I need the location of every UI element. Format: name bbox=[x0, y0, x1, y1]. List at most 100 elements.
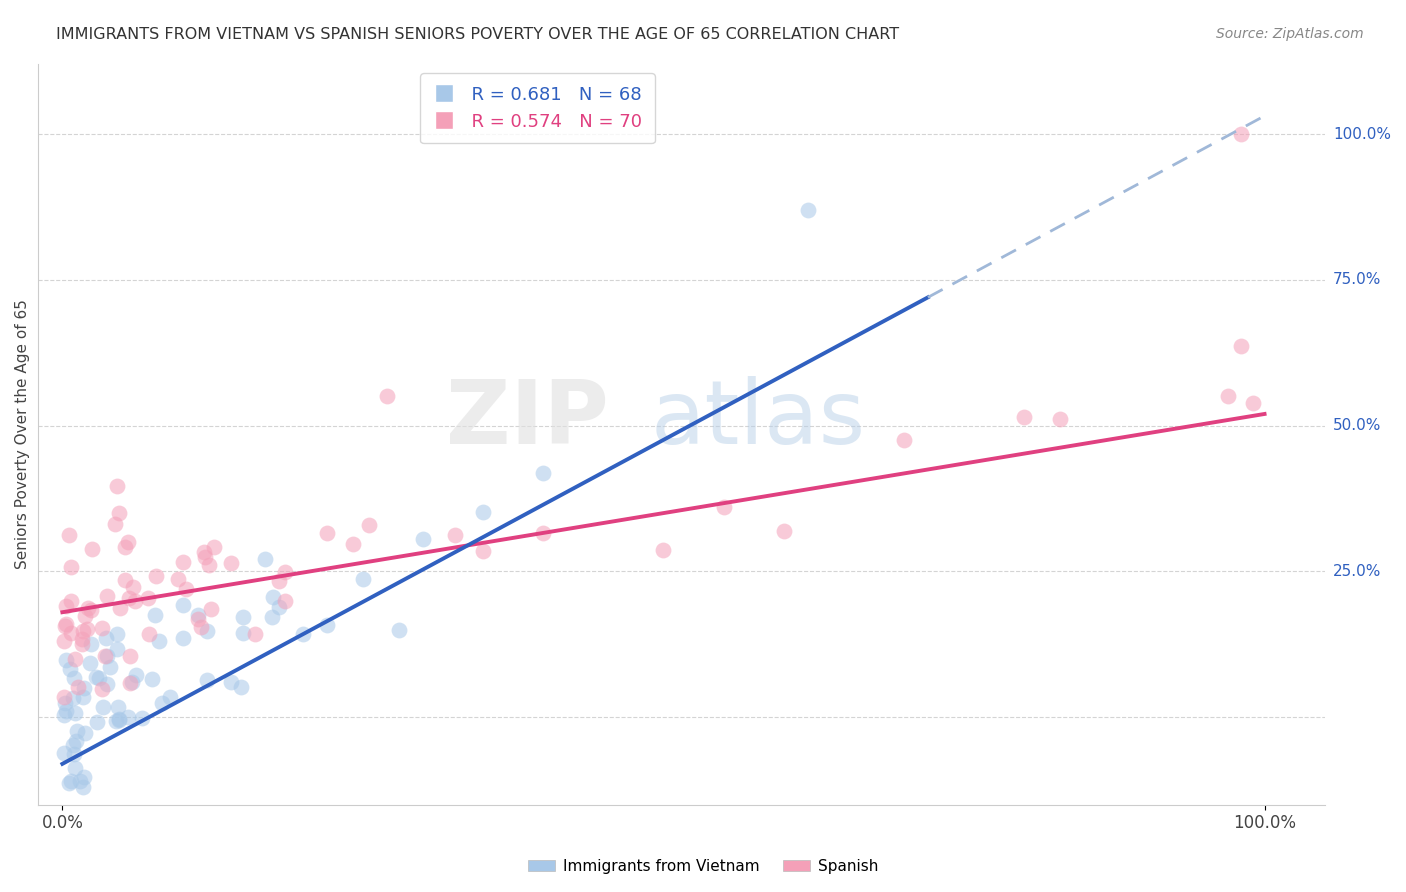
Point bbox=[66, 723, 89, 738]
Point bbox=[145, 569, 167, 583]
Point bbox=[267, 599, 290, 614]
Point bbox=[1049, 412, 1071, 426]
Point bbox=[388, 623, 411, 637]
Point bbox=[172, 632, 194, 646]
Point bbox=[63, 761, 86, 775]
Point bbox=[1012, 409, 1035, 424]
Point bbox=[94, 632, 117, 646]
Point bbox=[105, 478, 128, 492]
Point bbox=[219, 675, 242, 690]
Point bbox=[187, 608, 209, 623]
Point bbox=[342, 536, 364, 550]
Text: Source: ZipAtlas.com: Source: ZipAtlas.com bbox=[1216, 27, 1364, 41]
Point bbox=[65, 652, 87, 666]
Point bbox=[52, 690, 75, 704]
Point bbox=[531, 466, 554, 480]
Point bbox=[77, 601, 100, 615]
Point bbox=[444, 528, 467, 542]
Point bbox=[59, 662, 82, 676]
Point bbox=[262, 610, 284, 624]
Point bbox=[262, 590, 284, 604]
Point bbox=[73, 725, 96, 739]
Point bbox=[121, 580, 143, 594]
Point bbox=[472, 506, 495, 520]
Text: atlas: atlas bbox=[651, 376, 866, 463]
Point bbox=[63, 706, 86, 720]
Point bbox=[107, 713, 129, 727]
Point bbox=[200, 602, 222, 616]
Point bbox=[796, 202, 818, 217]
Point bbox=[315, 617, 337, 632]
Point bbox=[107, 699, 129, 714]
Point bbox=[219, 556, 242, 570]
Point bbox=[150, 696, 173, 710]
Point bbox=[82, 541, 104, 556]
Point bbox=[96, 589, 118, 603]
Point bbox=[63, 747, 86, 762]
Point bbox=[108, 601, 131, 615]
Point bbox=[86, 670, 108, 684]
Point bbox=[104, 516, 127, 531]
Point bbox=[190, 619, 212, 633]
Point bbox=[93, 699, 115, 714]
Point bbox=[412, 532, 434, 546]
Point bbox=[52, 708, 75, 723]
Point bbox=[1218, 388, 1240, 402]
Point bbox=[138, 627, 160, 641]
Point bbox=[96, 649, 118, 664]
Point bbox=[55, 704, 77, 718]
Point bbox=[772, 524, 794, 538]
Point bbox=[315, 525, 337, 540]
Point bbox=[114, 540, 136, 554]
Point bbox=[274, 566, 297, 580]
Point bbox=[174, 582, 197, 596]
Text: 75.0%: 75.0% bbox=[1333, 272, 1381, 287]
Point bbox=[73, 609, 96, 624]
Point bbox=[202, 540, 225, 554]
Point bbox=[76, 622, 98, 636]
Point bbox=[229, 680, 252, 694]
Point bbox=[375, 389, 398, 403]
Point bbox=[148, 634, 170, 648]
Point bbox=[66, 681, 89, 695]
Point bbox=[72, 780, 94, 794]
Point bbox=[87, 671, 110, 685]
Point bbox=[96, 677, 118, 691]
Point bbox=[79, 637, 101, 651]
Point bbox=[69, 773, 91, 788]
Point bbox=[1229, 127, 1251, 141]
Point bbox=[131, 711, 153, 725]
Point bbox=[125, 668, 148, 682]
Point bbox=[98, 659, 121, 673]
Point bbox=[253, 552, 276, 566]
Point bbox=[195, 673, 218, 687]
Point bbox=[91, 621, 114, 635]
Point bbox=[65, 734, 87, 748]
Point bbox=[53, 696, 76, 710]
Point bbox=[352, 572, 374, 586]
Point bbox=[267, 574, 290, 589]
Point bbox=[60, 773, 83, 788]
Point bbox=[53, 746, 76, 760]
Point bbox=[359, 518, 381, 533]
Point bbox=[58, 528, 80, 542]
Point bbox=[172, 599, 194, 613]
Point bbox=[172, 555, 194, 569]
Point bbox=[59, 626, 82, 640]
Point bbox=[72, 632, 94, 646]
Point bbox=[167, 572, 190, 586]
Point bbox=[194, 549, 217, 564]
Point bbox=[52, 634, 75, 648]
Y-axis label: Seniors Poverty Over the Age of 65: Seniors Poverty Over the Age of 65 bbox=[15, 300, 30, 569]
Point bbox=[232, 625, 254, 640]
Point bbox=[652, 542, 675, 557]
Point bbox=[93, 649, 115, 664]
Point bbox=[187, 612, 209, 626]
Point bbox=[472, 543, 495, 558]
Point bbox=[193, 545, 215, 559]
Point bbox=[159, 690, 181, 704]
Point bbox=[120, 676, 142, 690]
Point bbox=[86, 714, 108, 729]
Point bbox=[243, 626, 266, 640]
Legend:   R = 0.681   N = 68,   R = 0.574   N = 70: R = 0.681 N = 68, R = 0.574 N = 70 bbox=[420, 73, 655, 144]
